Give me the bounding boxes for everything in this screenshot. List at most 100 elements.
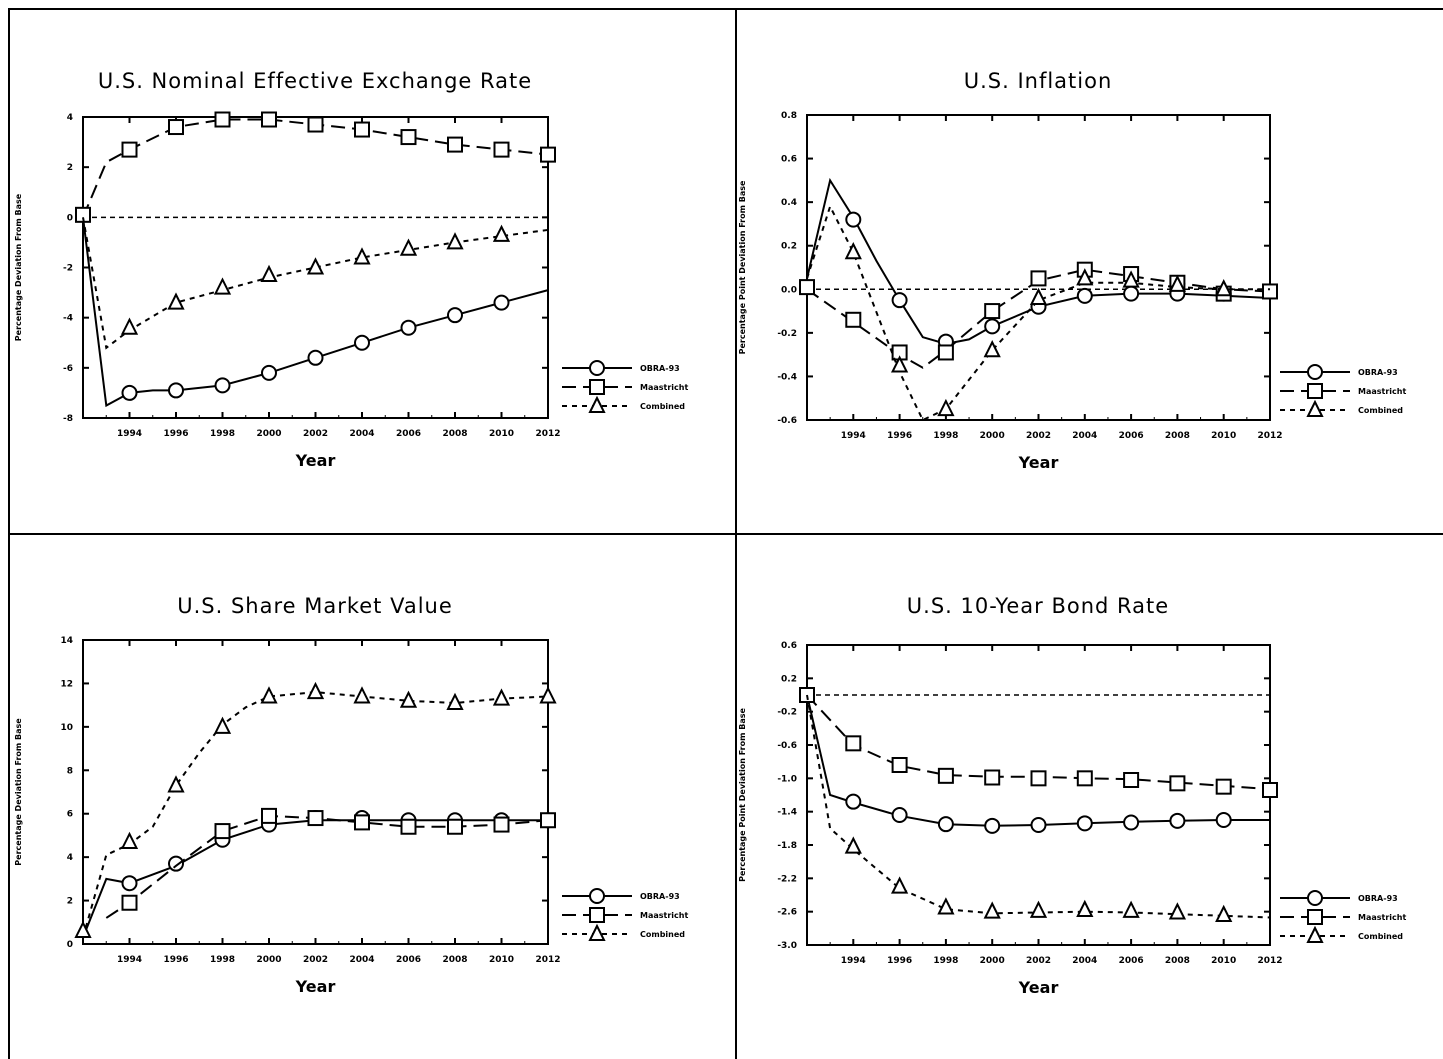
y-tick-label: 6 — [67, 810, 73, 820]
data-point-circle — [984, 817, 1001, 834]
data-point-square — [400, 818, 417, 835]
x-tick-label: 2006 — [396, 429, 421, 439]
x-tick-label: 2008 — [442, 429, 467, 439]
x-tick-label: 2010 — [489, 429, 514, 439]
data-point-triangle — [844, 242, 862, 260]
series-obra-93 — [806, 694, 1270, 834]
data-point-triangle — [260, 686, 278, 704]
x-tick-label: 2010 — [1211, 956, 1236, 966]
x-tick-label: 1996 — [163, 429, 188, 439]
y-tick-label: -2 — [63, 264, 73, 274]
data-point-circle — [937, 816, 954, 833]
data-point-triangle — [983, 901, 1001, 919]
data-point-square — [937, 344, 954, 361]
y-axis-label: Percentage Deviation From Base — [14, 193, 23, 341]
legend-label: Combined — [640, 402, 685, 411]
chart-panel-3: U.S. Share Market Value 0 2 4 6 8 10 12 14 1994 19… — [14, 594, 688, 996]
series-maastricht — [105, 807, 556, 919]
x-tick-label: 2002 — [303, 955, 328, 965]
x-tick-label: 2000 — [980, 956, 1005, 966]
data-point-square — [1123, 772, 1140, 788]
data-point-triangle — [1029, 900, 1048, 918]
chart-panel-4: U.S. 10-Year Bond Rate -3.0 -2.6 -2.2 -1.8 -1… — [738, 594, 1406, 997]
y-tick-label: 0.8 — [781, 111, 797, 121]
data-point-circle — [1030, 817, 1047, 833]
x-tick-label: 2000 — [256, 429, 281, 439]
data-point-square — [447, 818, 463, 835]
data-point-square — [493, 141, 510, 158]
series-line — [82, 217, 549, 408]
data-point-triangle — [213, 277, 232, 295]
x-tick-label: 2012 — [1257, 956, 1282, 966]
data-point-triangle — [1029, 287, 1048, 305]
data-point-circle — [168, 382, 184, 399]
legend-marker-square — [1307, 909, 1323, 925]
data-point-square — [1262, 782, 1278, 798]
x-tick-label: 2010 — [489, 955, 514, 965]
plot-frame — [806, 644, 1271, 946]
x-tick-label: 2002 — [1026, 431, 1051, 441]
data-point-square — [845, 311, 862, 328]
data-point-square — [1030, 770, 1047, 787]
legend-label: Maastricht — [1358, 913, 1406, 922]
plot-frame — [806, 114, 1271, 421]
data-point-triangle — [890, 876, 909, 894]
data-point-circle — [214, 377, 231, 394]
data-point-triangle — [937, 897, 955, 915]
data-point-square — [354, 814, 370, 831]
series-line — [82, 118, 549, 218]
data-point-triangle — [446, 692, 464, 710]
data-point-square — [261, 807, 277, 824]
page-border-top — [8, 8, 1443, 10]
data-point-circle — [845, 211, 862, 228]
y-tick-label: -6 — [63, 364, 73, 374]
legend: OBRA-93 Maastricht Combined — [1280, 364, 1406, 417]
data-point-square — [540, 812, 556, 829]
x-tick-label: 2004 — [1072, 956, 1097, 966]
legend: OBRA-93 Maastricht Combined — [1280, 890, 1406, 943]
y-tick-label: 10 — [60, 723, 73, 733]
data-point-square — [400, 129, 417, 146]
data-point-circle — [1169, 812, 1186, 829]
data-point-square — [493, 816, 510, 833]
data-point-triangle — [306, 681, 325, 700]
series-maastricht — [75, 111, 556, 223]
data-point-square — [984, 303, 1001, 320]
data-point-triangle — [167, 775, 185, 793]
data-point-circle — [261, 364, 277, 381]
data-point-circle — [984, 318, 1001, 335]
data-point-circle — [1215, 812, 1232, 828]
y-tick-label: -0.6 — [777, 741, 797, 751]
series-line — [806, 694, 1270, 827]
data-point-square — [1215, 778, 1232, 795]
series-line — [806, 694, 1271, 919]
y-tick-label: 2 — [67, 163, 73, 173]
series-line — [82, 691, 549, 938]
data-point-square — [261, 111, 277, 128]
y-tick-label: -0.2 — [777, 708, 797, 718]
data-point-circle — [121, 384, 138, 401]
y-axis-label: Percentage Point Deviation From Base — [738, 180, 747, 354]
y-tick-label: -4 — [63, 314, 73, 324]
x-tick-label: 1998 — [210, 429, 235, 439]
chart-panel-1: U.S. Nominal Effective Exchange Rate -8 -6… — [14, 69, 688, 470]
data-point-triangle — [983, 340, 1001, 358]
x-tick-label: 1996 — [887, 431, 912, 441]
x-tick-label: 2000 — [980, 431, 1005, 441]
data-point-square — [214, 823, 231, 840]
x-tick-label: 2006 — [396, 955, 421, 965]
y-tick-label: 2 — [67, 897, 73, 907]
data-point-square — [307, 810, 324, 827]
legend-label: Combined — [1358, 406, 1403, 415]
data-point-square — [214, 111, 231, 128]
data-point-square — [121, 141, 138, 158]
data-point-triangle — [260, 264, 278, 283]
legend-label: OBRA-93 — [640, 364, 680, 373]
legend: OBRA-93 Maastricht Combined — [562, 888, 688, 941]
data-point-triangle — [213, 716, 232, 734]
legend-marker-square — [589, 379, 605, 395]
y-tick-label: -2.2 — [777, 874, 797, 884]
series-maastricht — [799, 261, 1278, 369]
x-tick-label: 2006 — [1119, 956, 1144, 966]
data-point-triangle — [399, 690, 418, 708]
